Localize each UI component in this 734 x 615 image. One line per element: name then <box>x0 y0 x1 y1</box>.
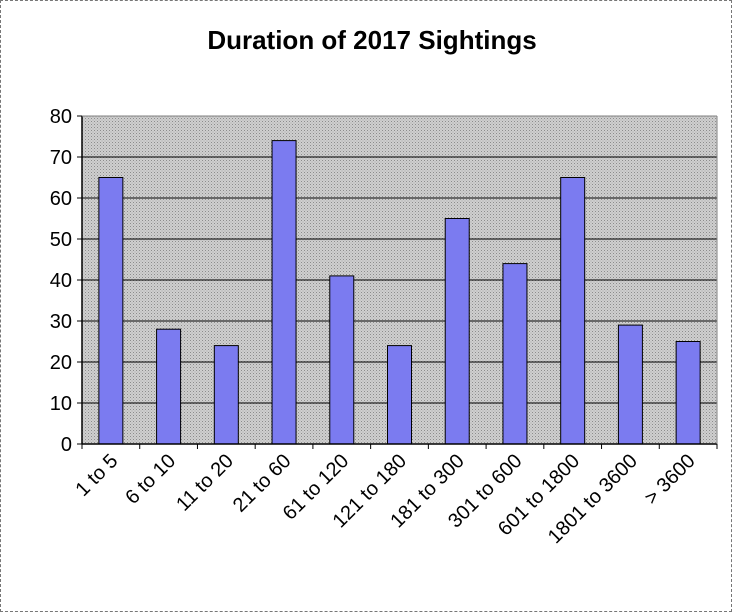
x-tick-label: 1 to 5 <box>71 450 122 501</box>
bar <box>98 177 124 445</box>
x-tick-label: 11 to 20 <box>172 450 238 516</box>
bar <box>271 140 297 445</box>
bar <box>329 275 355 445</box>
chart-title: Duration of 2017 Sightings <box>207 25 536 55</box>
y-tick-label: 80 <box>50 106 72 128</box>
y-tick-label: 70 <box>50 147 72 169</box>
y-tick-label: 0 <box>61 434 72 456</box>
y-tick-label: 40 <box>50 270 72 292</box>
bar <box>387 345 412 445</box>
y-tick-label: 10 <box>50 393 72 415</box>
bar <box>560 177 586 445</box>
bar <box>675 341 701 445</box>
bar <box>502 263 528 445</box>
y-tick-label: 30 <box>50 311 72 333</box>
bar <box>444 218 470 445</box>
bar <box>156 328 182 445</box>
x-tick-label: > 3600 <box>640 450 699 509</box>
y-tick-label: 50 <box>50 229 72 251</box>
bar <box>617 324 643 445</box>
y-tick-label: 20 <box>50 352 72 374</box>
bar <box>213 345 239 445</box>
y-tick-label: 60 <box>50 188 72 210</box>
